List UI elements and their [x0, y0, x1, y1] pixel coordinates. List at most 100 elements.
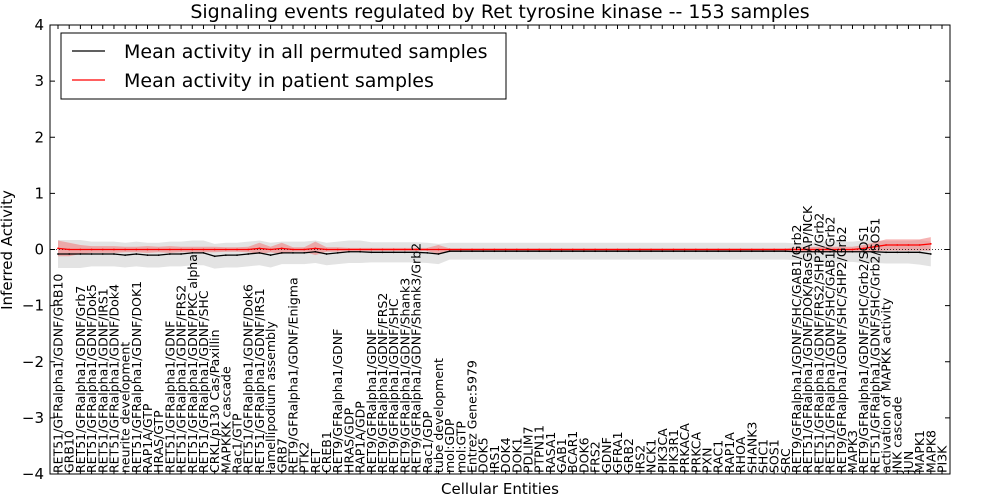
data-point: [605, 250, 608, 253]
data-point: [560, 250, 563, 253]
chart-title: Signaling events regulated by Ret tyrosi…: [190, 1, 809, 23]
x-tick-label: GRB2: [621, 438, 636, 473]
data-point: [303, 251, 306, 254]
data-point: [415, 248, 417, 251]
data-point: [650, 250, 652, 253]
y-tick-label: −2: [22, 353, 44, 371]
data-point: [594, 248, 597, 251]
x-tick-label: RET51/GFRalpha1/GDNF/Dok4: [106, 284, 121, 473]
x-tick-label: RET51/GFRalpha1/GDNF/DOK/RasGAP/NCK: [800, 205, 815, 473]
data-point: [840, 248, 843, 251]
x-tick-label: IRS2: [632, 445, 647, 473]
data-point: [292, 251, 294, 254]
data-point: [191, 251, 194, 254]
data-point: [504, 250, 507, 253]
data-point: [68, 253, 71, 255]
data-point: [583, 250, 585, 253]
data-point: [515, 248, 518, 251]
data-point: [314, 247, 317, 250]
x-tick-label: RET9/GFRalpha1/GDNF/SHC: [386, 298, 401, 473]
data-point: [57, 247, 59, 250]
data-point: [762, 248, 764, 251]
x-tick-label: RET9/GFRalpha1/GDNF/SHC/Grb2/SOS1: [856, 226, 871, 473]
x-tick-label: SRC: [778, 448, 793, 473]
data-point: [571, 250, 574, 253]
x-tick-label: GAB1: [554, 438, 569, 473]
x-tick-label: PIK3R1: [666, 429, 681, 473]
x-tick-label: PI3K: [935, 445, 950, 473]
data-point: [381, 251, 384, 254]
data-point: [885, 244, 887, 246]
data-point: [762, 250, 764, 253]
legend-box: [60, 32, 507, 100]
x-tick-label: RET9/GFRalpha1/GDNF: [330, 329, 345, 473]
data-point: [728, 248, 731, 251]
data-point: [896, 244, 899, 246]
data-point: [661, 248, 664, 251]
data-point: [929, 242, 932, 245]
x-tick-label: RET51/GFRalpha1/GDNF/Grb7: [73, 286, 88, 473]
x-tick-label: SOS1: [767, 439, 782, 473]
data-point: [359, 248, 362, 251]
data-point: [437, 248, 440, 251]
x-tick-label: GRB10: [62, 430, 77, 473]
x-tick-label: DOK5: [476, 437, 491, 473]
data-point: [370, 251, 373, 254]
data-point: [403, 248, 406, 251]
data-point: [448, 248, 451, 251]
data-point: [370, 248, 373, 251]
x-tick-label: JUN: [901, 451, 916, 474]
x-tick-label: PRKACA: [677, 423, 692, 473]
data-point: [213, 248, 216, 251]
data-point: [706, 248, 708, 251]
x-tick-label: CRKL/p130 Cas/Paxillin: [207, 329, 222, 473]
x-tick-label: RET51/GFRalpha1/GDNF/PKC alpha: [185, 254, 200, 473]
data-point: [213, 255, 216, 258]
data-point: [851, 248, 854, 251]
data-point: [325, 253, 328, 255]
x-tick-label: RET51/GFRalpha1/GDNF/SHC: [196, 290, 211, 473]
data-point: [493, 248, 496, 251]
x-tick-label: RAP1A/GTP: [140, 403, 155, 473]
data-point: [68, 248, 71, 251]
data-point: [202, 248, 205, 251]
y-tick-label: 4: [34, 16, 44, 34]
data-point: [146, 248, 149, 251]
series-patient: [57, 242, 932, 251]
x-tick-label: RAC1: [711, 440, 726, 473]
data-point: [224, 248, 227, 251]
x-tick-label: RET9/GFRalpha1/GDNF: [364, 329, 379, 473]
x-tick-label: MAPK8: [923, 430, 938, 473]
y-tick-label: −4: [22, 465, 44, 483]
x-tick-label: RHOA: [733, 436, 748, 473]
data-point: [359, 250, 362, 253]
x-tick-label: JNK cascade: [890, 396, 905, 474]
data-point: [750, 248, 753, 251]
data-point: [616, 250, 619, 253]
data-point: [482, 250, 485, 253]
data-point: [258, 251, 261, 254]
data-point: [124, 254, 127, 257]
x-tick-label: IRS1: [487, 445, 502, 473]
x-tick-label: lamellipodium assembly: [263, 321, 278, 473]
series-permuted: [57, 250, 932, 258]
data-point: [314, 250, 317, 253]
data-point: [437, 253, 440, 255]
x-tick-label: RET9/GFRalpha1/GDNF/SHC/GAB1/Grb2: [789, 224, 804, 473]
x-tick-label: GFRA1: [610, 431, 625, 473]
data-point: [706, 250, 708, 253]
data-point: [549, 248, 552, 251]
y-tick-label: 2: [34, 128, 44, 146]
data-point: [750, 250, 753, 253]
data-point: [280, 251, 283, 254]
y-axis-label: Inferred Activity: [0, 190, 16, 310]
data-point: [403, 251, 406, 254]
y-tick-label: −3: [22, 409, 44, 427]
x-tick-label: BCAR1: [565, 431, 580, 473]
data-point: [661, 250, 664, 253]
data-point: [638, 248, 641, 251]
x-tick-label: RET51/GFRalpha1/GDNF/FRS2: [174, 285, 189, 473]
x-tick-label: PIK3CA: [655, 428, 670, 473]
x-tick-label: RET51/GFRalpha1/GDNF/IRS1: [252, 288, 267, 473]
